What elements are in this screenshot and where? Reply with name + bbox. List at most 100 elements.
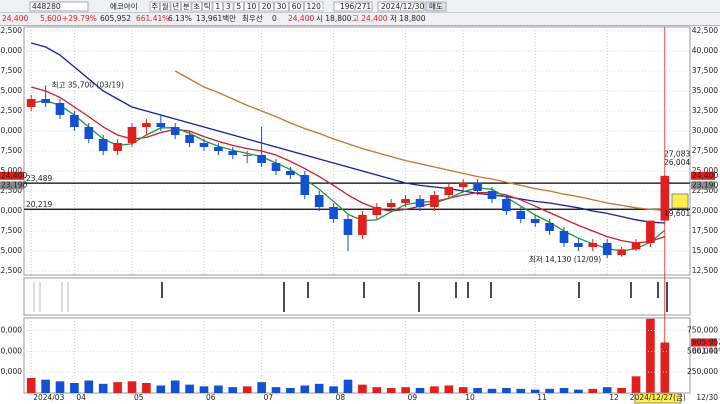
y-tick-label: 35,000 xyxy=(692,86,718,95)
period-button[interactable] xyxy=(233,1,244,12)
change-rate: +29.79% xyxy=(62,14,97,23)
price-box xyxy=(0,171,24,180)
moving-average xyxy=(174,70,665,211)
y-tick-label: 37,500 xyxy=(0,66,22,75)
y-tick-label: 30,000 xyxy=(0,126,22,135)
side-label: 19,601 xyxy=(664,209,690,218)
page-box xyxy=(333,1,373,12)
volume-bar xyxy=(487,388,497,393)
volume-bar xyxy=(401,387,410,393)
side-label: 26,004 xyxy=(664,158,690,167)
x-tick-label: 12 xyxy=(609,393,619,402)
period-button[interactable] xyxy=(259,1,274,12)
volume-bar xyxy=(602,387,612,393)
period-button[interactable] xyxy=(212,1,223,12)
period-button[interactable] xyxy=(223,1,234,12)
y-tick-label: 15,000 xyxy=(0,246,22,255)
candle-body xyxy=(588,243,598,247)
date-box[interactable] xyxy=(377,1,425,12)
period-label: 1 xyxy=(215,2,220,11)
volume-bar xyxy=(199,386,209,393)
candle-body xyxy=(271,163,281,171)
period-button[interactable] xyxy=(160,1,171,12)
volume-bar xyxy=(430,386,439,393)
volume-bar xyxy=(530,389,540,393)
signal-panel xyxy=(23,277,691,316)
x-tick-label: 06 xyxy=(206,393,216,402)
period-button[interactable] xyxy=(289,1,304,12)
candle-body xyxy=(156,123,166,127)
amount: 13,961백만 xyxy=(196,13,236,23)
y-tick-label: 15,000 xyxy=(692,246,718,255)
x-tick-label: 04 xyxy=(76,393,86,402)
candle-body xyxy=(530,219,540,223)
period-label: 월 xyxy=(162,1,169,11)
candle-body xyxy=(199,143,209,147)
volume-bar xyxy=(646,318,655,393)
period-button[interactable] xyxy=(274,1,289,12)
code-input[interactable] xyxy=(29,1,89,12)
volume-bar xyxy=(358,384,367,393)
candle-body xyxy=(214,147,223,151)
volume: 605,952 xyxy=(100,14,131,23)
y-tick-label: 32,500 xyxy=(0,106,22,115)
y-tick-label: 17,500 xyxy=(0,226,22,235)
period-button[interactable] xyxy=(170,1,181,12)
period-button[interactable] xyxy=(149,1,160,12)
volume-rate-label: 661.41% xyxy=(692,347,720,356)
volume-bar xyxy=(170,380,180,393)
y-tick-label: 750,000 xyxy=(0,326,22,335)
period-button[interactable] xyxy=(202,1,213,12)
best-price: 24,400 xyxy=(288,14,314,23)
x-tick-label: 07 xyxy=(264,393,274,402)
y-tick-label: 250,000 xyxy=(687,367,718,376)
x-tick-label: 10 xyxy=(465,393,475,402)
moving-average xyxy=(31,42,665,224)
period-label: 30 xyxy=(277,2,287,11)
volume-bar xyxy=(142,383,151,393)
price-box xyxy=(0,181,24,190)
volume-bar xyxy=(516,388,526,393)
period-button[interactable] xyxy=(181,1,192,12)
signal-bars xyxy=(161,282,668,312)
price: 24,400 xyxy=(2,14,28,23)
price-box xyxy=(691,171,715,180)
candle-body xyxy=(113,143,122,151)
volume-rate: 661.41% xyxy=(136,14,169,23)
volume-bar xyxy=(473,388,482,393)
y-tick-label: 42,500 xyxy=(0,26,22,35)
open: 시 18,800 xyxy=(316,14,352,23)
date: 2024/12/30 xyxy=(381,2,424,11)
volume-bar xyxy=(214,385,223,393)
y-tick-label: 500,000 xyxy=(0,346,22,355)
period-label: 120 xyxy=(307,2,322,11)
period-button[interactable] xyxy=(244,1,259,12)
volume-bar xyxy=(300,385,310,393)
candle-body xyxy=(502,199,511,211)
low-annotation: 최저 14,130 (12/09) xyxy=(529,254,601,264)
period-label: 20 xyxy=(262,2,272,11)
volume-bar xyxy=(55,381,65,393)
volume-bar xyxy=(271,387,281,393)
candle-body xyxy=(487,191,497,199)
candle-body xyxy=(228,151,238,155)
high-annotation: 최고 35,700 (03/19) xyxy=(52,79,124,89)
y-tick-label: 750,000 xyxy=(687,326,718,335)
y-tick-label: 22,500 xyxy=(0,186,22,195)
candle-body xyxy=(185,135,194,143)
candle-body xyxy=(26,99,36,107)
volume-bar xyxy=(458,387,468,393)
period-label: 주 xyxy=(151,2,158,11)
volume-bar xyxy=(113,382,122,393)
candle-body xyxy=(70,115,79,127)
y-tick-label: 20,000 xyxy=(0,206,22,215)
candle-body xyxy=(646,220,655,243)
candle-body xyxy=(358,215,367,235)
volume-bar xyxy=(242,386,252,393)
candle-body xyxy=(574,243,583,247)
period-button[interactable] xyxy=(304,1,324,12)
sell-button[interactable] xyxy=(425,1,447,12)
volume-bar xyxy=(559,388,569,393)
period-button[interactable] xyxy=(191,1,202,12)
period-label: 초 xyxy=(193,2,200,11)
